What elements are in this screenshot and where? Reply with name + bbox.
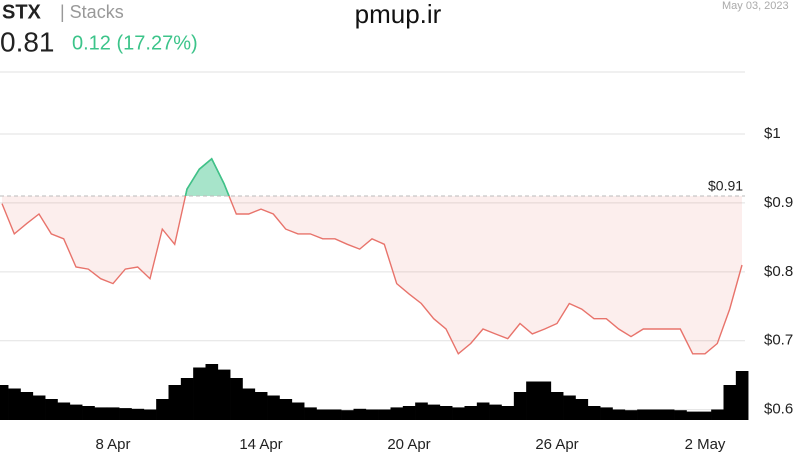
price-line [1, 157, 743, 355]
volume-bar [538, 381, 552, 420]
volume-bar [575, 399, 589, 420]
volume-bar [304, 407, 317, 420]
volume-bar [452, 407, 465, 420]
volume-bar [402, 406, 416, 420]
volume-bar [674, 410, 687, 420]
x-tick-label: 14 Apr [239, 436, 282, 453]
volume-bar [661, 409, 675, 420]
volume-bar [550, 392, 564, 420]
volume-bar [612, 409, 626, 420]
fill-above [185, 158, 230, 197]
volume-bar [698, 411, 712, 420]
volume-bar [489, 404, 502, 420]
volume-bar [217, 369, 231, 420]
volume-bar [8, 388, 21, 420]
volume-bar [563, 395, 576, 420]
fill-below [2, 196, 742, 354]
volume-bar [415, 402, 428, 420]
x-tick-label: 26 Apr [535, 436, 578, 453]
date: May 03, 2023 [722, 0, 789, 12]
y-tick-label: $1 [764, 125, 781, 142]
volume-bar [526, 381, 539, 420]
volume-bar [513, 392, 527, 420]
volume-bar [45, 399, 58, 420]
volume-bar [94, 407, 108, 420]
volume-bar [106, 407, 120, 420]
volume-bar [464, 406, 478, 420]
volume-bar [353, 408, 367, 420]
y-tick-label: $0.6 [764, 401, 793, 418]
volume-bar [205, 364, 219, 420]
x-tick-label: 20 Apr [387, 436, 430, 453]
volume-bar [267, 395, 280, 420]
volume-bar [57, 402, 71, 420]
price: 0.81 [0, 26, 55, 57]
volume-bar [390, 407, 404, 420]
volume-bar [32, 395, 46, 420]
volume-bar [131, 408, 145, 420]
volume-bar [686, 411, 700, 420]
baseline-label: $0.91 [708, 178, 743, 194]
price-change: 0.12 (17.27%) [72, 32, 198, 54]
volume-bar [156, 399, 169, 420]
volume-bar [69, 404, 83, 420]
volume-bar [600, 407, 613, 420]
volume-bar [723, 385, 737, 420]
volume-bar [168, 385, 182, 420]
volume-bar [180, 378, 194, 420]
volume-bar [328, 409, 342, 420]
volume-bar [316, 409, 330, 420]
volume-bar [230, 378, 243, 420]
volume-bar [119, 408, 132, 420]
volume-bar [254, 392, 268, 420]
volume-bar [624, 410, 638, 420]
volume-bar [476, 402, 490, 420]
symbol: STX [2, 1, 42, 23]
volume-bar [143, 409, 157, 420]
volume-bar [711, 409, 724, 420]
volume-bar [279, 399, 293, 420]
volume-bar [365, 409, 379, 420]
volume-bar [735, 371, 749, 420]
volume-bar [0, 385, 9, 420]
volume-bar [291, 402, 305, 420]
volume-bar [439, 406, 453, 420]
volume-bar [587, 406, 601, 420]
volume-bar [341, 410, 354, 420]
volume-bar [427, 404, 441, 420]
y-tick-label: $0.9 [764, 194, 793, 211]
x-tick-label: 8 Apr [95, 436, 130, 453]
volume-bar [649, 409, 663, 420]
volume-bar [82, 406, 95, 420]
asset-name: | Stacks [60, 2, 124, 22]
volume-bar [242, 388, 256, 420]
volume-bar [501, 406, 515, 420]
y-tick-label: $0.7 [764, 332, 793, 349]
volume-bar [20, 392, 34, 420]
volume-bar [193, 367, 206, 420]
y-tick-label: $0.8 [764, 263, 793, 280]
watermark: pmup.ir [355, 0, 442, 29]
volume-bar [378, 409, 391, 420]
volume-bar [637, 409, 650, 420]
x-tick-label: 2 May [685, 436, 726, 453]
